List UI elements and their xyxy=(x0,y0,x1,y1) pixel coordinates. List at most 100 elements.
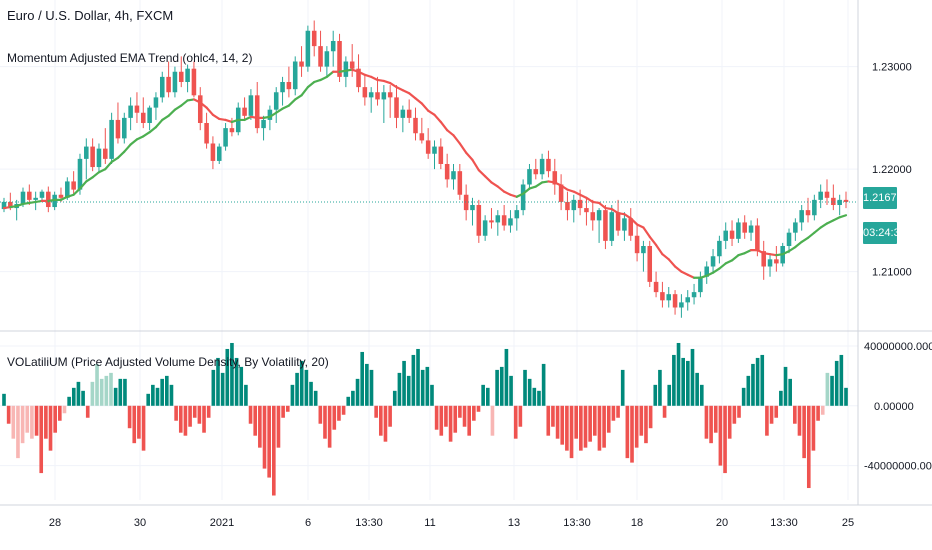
oscillator-title: VOLatiliUM (Price Adjusted Volume Densit… xyxy=(7,355,329,369)
histogram-bar xyxy=(485,387,490,406)
histogram-bar xyxy=(430,384,434,406)
histogram-bar xyxy=(34,405,39,436)
candle-body xyxy=(805,210,811,216)
candle-body xyxy=(140,112,146,123)
candle-body xyxy=(774,259,779,264)
candle-body xyxy=(704,266,710,277)
candle-body xyxy=(552,171,558,185)
candle-body xyxy=(292,61,298,90)
histogram-bar xyxy=(327,405,332,448)
ema-segment xyxy=(224,118,234,124)
histogram-bar xyxy=(732,405,737,424)
histogram-bar xyxy=(653,384,658,406)
histogram-bar xyxy=(425,366,430,406)
ema-segment xyxy=(572,190,582,196)
histogram-bar xyxy=(606,405,611,433)
ema-segment xyxy=(711,267,721,274)
histogram-bar xyxy=(597,405,602,451)
candle-body xyxy=(748,225,754,233)
histogram-bar xyxy=(53,405,57,433)
candle-body xyxy=(647,246,653,282)
candle-body xyxy=(444,164,450,180)
histogram-bar xyxy=(504,348,509,406)
bar-countdown-tag: 03:24:34 xyxy=(863,222,906,244)
candle-body xyxy=(527,169,532,185)
histogram-bar xyxy=(206,405,211,418)
histogram-bar xyxy=(123,378,127,406)
histogram-bar xyxy=(48,405,53,451)
ema-segment xyxy=(281,104,290,110)
histogram-bar xyxy=(44,405,48,439)
histogram-bar xyxy=(513,405,518,439)
histogram-bar xyxy=(648,405,653,429)
candle-body xyxy=(653,281,659,293)
histogram-bar xyxy=(253,405,258,436)
candle-body xyxy=(470,205,475,211)
histogram-bar xyxy=(127,405,132,429)
candle-body xyxy=(799,210,804,223)
ema-segment xyxy=(515,192,525,198)
histogram-bar xyxy=(806,405,811,489)
histogram-bar xyxy=(151,384,155,406)
histogram-bar xyxy=(374,405,378,418)
histogram-bar xyxy=(634,405,639,448)
ema-segment xyxy=(654,243,664,256)
candle-body xyxy=(615,212,621,231)
ema-segment xyxy=(787,245,797,253)
candle-body xyxy=(356,68,361,88)
volatilium-pane[interactable] xyxy=(2,342,848,496)
ema-segment xyxy=(724,259,734,265)
candle-body xyxy=(406,109,412,118)
candle-body xyxy=(27,191,32,200)
oscillator-tick-label: 40000000.00000 xyxy=(864,341,932,353)
histogram-bar xyxy=(811,405,816,451)
histogram-bar xyxy=(690,348,695,406)
candle-body xyxy=(311,30,317,47)
candle-body xyxy=(368,92,374,98)
ema-segment xyxy=(85,176,94,183)
candle-body xyxy=(710,256,716,267)
histogram-bar xyxy=(411,354,416,406)
ema-segment xyxy=(667,258,677,268)
ema-segment xyxy=(116,150,126,159)
histogram-bar xyxy=(676,342,681,406)
time-tick-label: 18 xyxy=(631,517,643,529)
histogram-bar xyxy=(779,390,783,406)
histogram-bar xyxy=(523,369,527,406)
histogram-bar xyxy=(192,405,197,418)
time-tick-label: 13:30 xyxy=(563,517,591,529)
candle-body xyxy=(375,92,380,100)
ema-segment xyxy=(477,169,487,178)
candle-body xyxy=(463,194,469,211)
histogram-bar xyxy=(244,384,248,406)
candle-body xyxy=(577,199,583,209)
ema-segment xyxy=(382,79,392,85)
ema-segment xyxy=(458,142,468,154)
candle-body xyxy=(736,222,741,239)
histogram-bar xyxy=(816,405,820,421)
histogram-bar xyxy=(574,405,579,439)
histogram-bar xyxy=(225,348,230,406)
histogram-bar xyxy=(90,381,95,406)
histogram-bar xyxy=(169,384,174,406)
ema-segment xyxy=(420,102,430,112)
ema-segment xyxy=(97,168,107,174)
histogram-bar xyxy=(555,405,560,439)
candle-body xyxy=(451,171,456,180)
histogram-bar xyxy=(95,363,99,406)
ema-segment xyxy=(465,151,474,161)
candle-body xyxy=(39,191,45,198)
candle-body xyxy=(286,82,292,90)
histogram-bar xyxy=(565,405,569,451)
candle-body xyxy=(432,146,437,154)
histogram-bar xyxy=(592,405,597,436)
ema-segment xyxy=(813,226,822,234)
histogram-bar xyxy=(760,354,765,406)
candle-body xyxy=(413,117,418,134)
histogram-bar xyxy=(723,405,727,474)
ema-segment xyxy=(59,195,69,201)
histogram-bar xyxy=(392,390,397,406)
candle-body xyxy=(565,201,570,211)
histogram-bar xyxy=(662,405,667,418)
